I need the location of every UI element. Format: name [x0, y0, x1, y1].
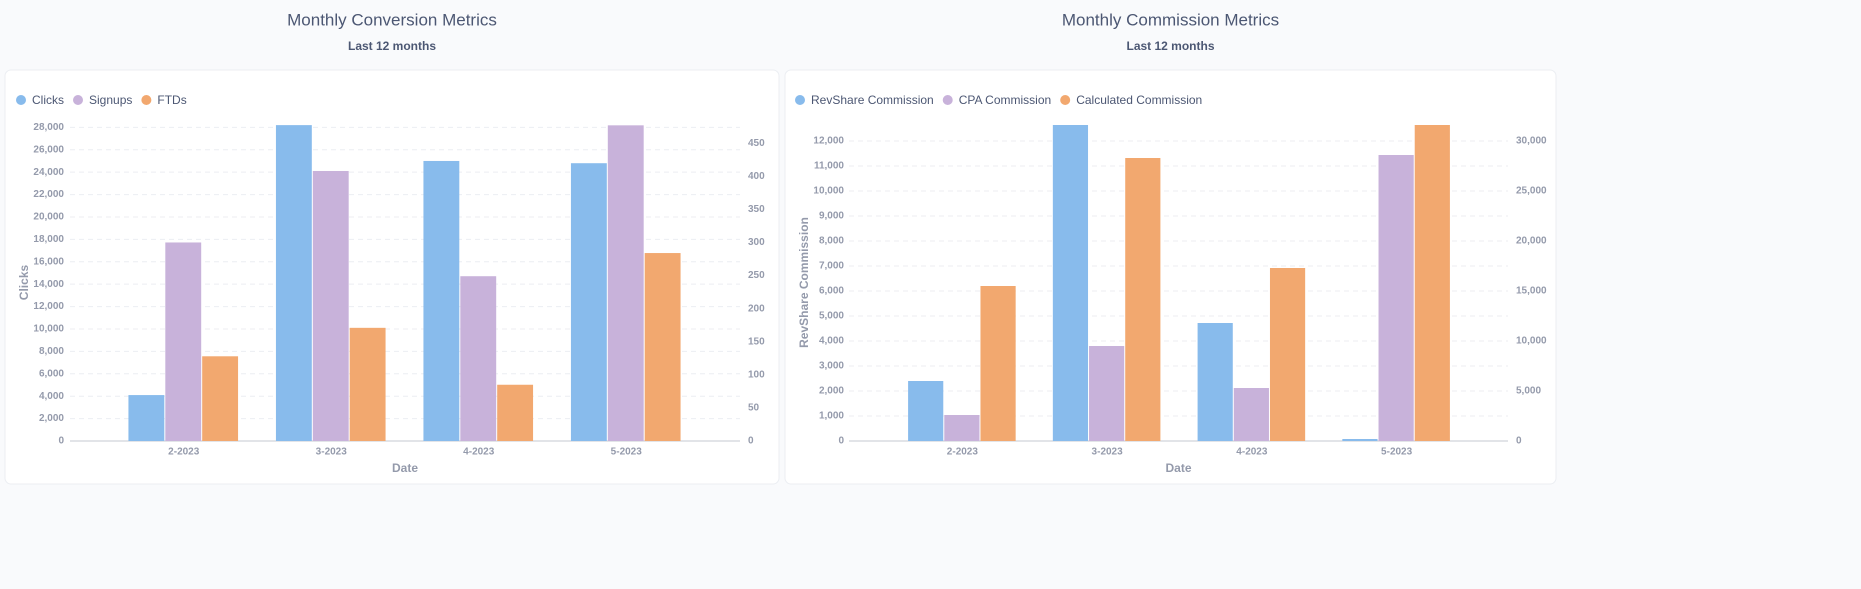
y-tick-label: 4,000 — [39, 391, 64, 402]
x-axis-label: Date — [392, 461, 418, 475]
y2-tick-label: 250 — [748, 270, 765, 281]
card — [784, 69, 1557, 485]
y-tick-label: 4,000 — [819, 336, 844, 347]
y2-tick-label: 20,000 — [1516, 236, 1547, 247]
y-tick-label: 10,000 — [813, 186, 844, 197]
y2-tick-label: 400 — [748, 171, 765, 182]
bar — [1378, 155, 1414, 441]
bar — [497, 384, 534, 441]
x-tick-label: 4-2023 — [1236, 447, 1268, 458]
bar — [165, 242, 202, 441]
y2-tick-label: 300 — [748, 237, 765, 248]
bar — [1269, 268, 1306, 441]
y-tick-label: 2,000 — [39, 413, 64, 424]
y2-tick-label: 200 — [748, 303, 765, 314]
bar — [1233, 388, 1269, 441]
legend-dot — [795, 95, 805, 105]
bar — [1197, 323, 1233, 441]
legend-dot — [73, 95, 83, 105]
y2-tick-label: 5,000 — [1516, 386, 1541, 397]
bar — [128, 395, 165, 441]
y-tick-label: 0 — [58, 436, 64, 447]
y2-tick-label: 50 — [748, 403, 760, 414]
y-tick-label: 12,000 — [813, 136, 844, 147]
y-tick-label: 8,000 — [39, 346, 64, 357]
y-tick-label: 12,000 — [33, 301, 64, 312]
y-tick-label: 0 — [838, 436, 844, 447]
y-tick-label: 18,000 — [33, 234, 64, 245]
y-tick-label: 22,000 — [33, 189, 64, 200]
bar — [1052, 125, 1089, 441]
bar — [1089, 346, 1125, 441]
y-tick-label: 5,000 — [819, 311, 844, 322]
bar — [423, 160, 460, 441]
y-tick-label: 7,000 — [819, 261, 844, 272]
chart-title: Monthly Commission Metrics — [1062, 10, 1279, 29]
bar — [1125, 158, 1161, 441]
legend-dot — [942, 95, 953, 105]
x-tick-label: 2-2023 — [168, 447, 200, 458]
legend-label: FTDs — [157, 93, 186, 107]
y-tick-label: 24,000 — [33, 167, 64, 178]
y-tick-label: 16,000 — [33, 256, 64, 267]
bar — [607, 125, 644, 441]
bar — [944, 415, 980, 441]
y-tick-label: 11,000 — [814, 161, 844, 172]
legend-label: Calculated Commission — [1076, 93, 1202, 107]
bar — [1342, 439, 1378, 441]
bar — [908, 381, 944, 441]
bar — [1414, 125, 1450, 441]
y-tick-label: 20,000 — [33, 212, 64, 223]
bar — [644, 253, 681, 441]
y-tick-label: 1,000 — [819, 411, 844, 422]
y-tick-label: 8,000 — [819, 236, 844, 247]
legend-label: CPA Commission — [959, 93, 1051, 107]
y2-tick-label: 0 — [748, 436, 754, 447]
y-tick-label: 28,000 — [33, 122, 64, 133]
bar — [980, 286, 1016, 441]
bar — [570, 163, 607, 441]
x-tick-label: 3-2023 — [1092, 447, 1124, 458]
y-tick-label: 14,000 — [33, 279, 64, 290]
y-tick-label: 26,000 — [33, 144, 64, 155]
x-tick-label: 5-2023 — [1381, 447, 1413, 458]
y2-tick-label: 30,000 — [1516, 136, 1547, 147]
chart-subtitle: Last 12 months — [348, 39, 436, 53]
legend-dot — [1060, 95, 1071, 105]
y2-tick-label: 350 — [748, 204, 765, 215]
bar — [349, 327, 386, 441]
legend-label: RevShare Commission — [811, 93, 934, 107]
y-tick-label: 3,000 — [819, 361, 844, 372]
x-tick-label: 2-2023 — [947, 447, 979, 458]
y-tick-label: 6,000 — [819, 286, 844, 297]
y2-tick-label: 25,000 — [1516, 186, 1547, 197]
legend-label: Clicks — [32, 93, 64, 107]
bar — [275, 125, 312, 441]
x-tick-label: 4-2023 — [463, 447, 495, 458]
y-tick-label: 2,000 — [819, 386, 844, 397]
y-axis-label: RevShare Commission — [797, 217, 811, 348]
x-tick-label: 5-2023 — [611, 447, 643, 458]
bar — [202, 356, 239, 441]
y-tick-label: 6,000 — [39, 368, 64, 379]
chart-title: Monthly Conversion Metrics — [287, 10, 497, 29]
y2-tick-label: 100 — [748, 369, 765, 380]
y-tick-label: 10,000 — [33, 324, 64, 335]
legend-dot — [141, 95, 152, 105]
bar — [312, 170, 349, 441]
y-axis-label: Clicks — [17, 264, 31, 300]
y2-tick-label: 15,000 — [1516, 286, 1547, 297]
x-axis-label: Date — [1165, 461, 1191, 475]
y2-tick-label: 10,000 — [1516, 336, 1547, 347]
y2-tick-label: 150 — [748, 336, 765, 347]
bar — [460, 276, 497, 441]
legend-dot — [16, 95, 26, 105]
y2-tick-label: 0 — [1516, 436, 1522, 447]
chart-subtitle: Last 12 months — [1126, 39, 1214, 53]
y2-tick-label: 450 — [748, 138, 765, 149]
legend-label: Signups — [89, 93, 132, 107]
y-tick-label: 9,000 — [819, 211, 844, 222]
x-tick-label: 3-2023 — [316, 447, 348, 458]
